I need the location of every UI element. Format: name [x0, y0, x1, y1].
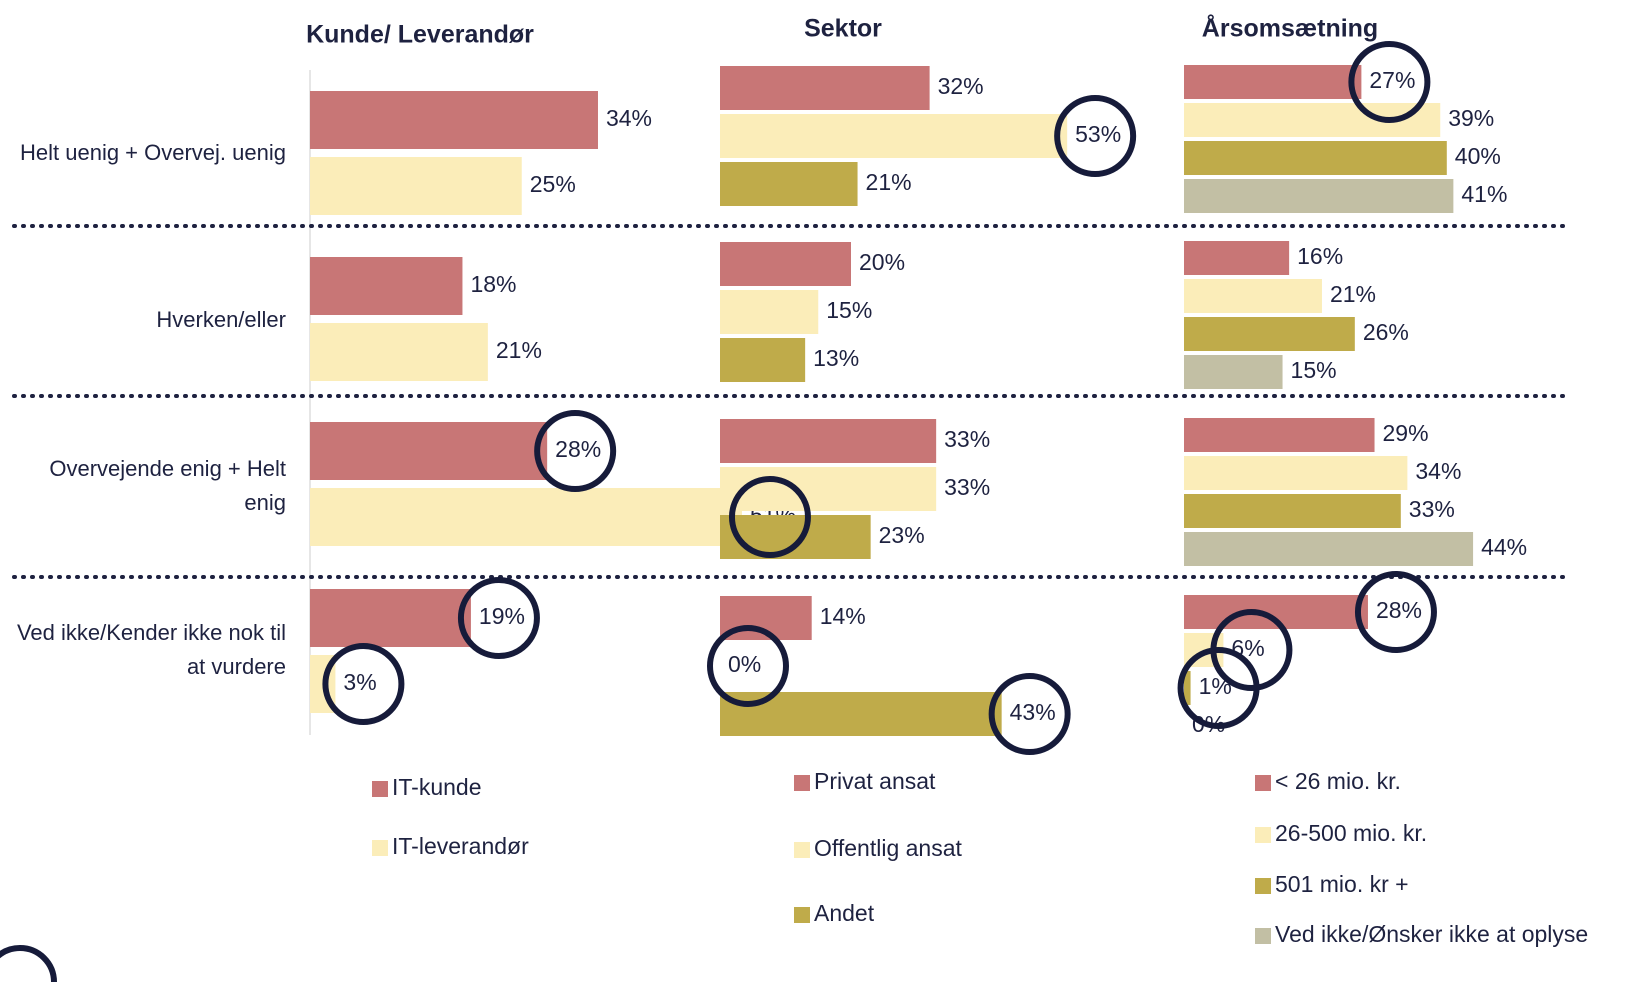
category-label: Ved ikke/Kender ikke nok til at vurdere	[16, 620, 286, 679]
bar	[1184, 279, 1322, 313]
value-label: 29%	[1383, 420, 1429, 446]
value-label: 15%	[1291, 357, 1337, 383]
bar	[1184, 418, 1375, 452]
value-label: 32%	[938, 73, 984, 99]
legend-label: 501 mio. kr +	[1275, 871, 1409, 897]
legend-swatch	[1255, 775, 1271, 791]
bar	[720, 290, 819, 334]
category-label: Overvejende enig + Helt enig	[49, 456, 286, 515]
highlight-circle	[1177, 647, 1260, 729]
highlight-circle	[1354, 571, 1437, 653]
legend-label: Andet	[814, 900, 875, 926]
bar	[1184, 241, 1290, 275]
highlight-circle	[1054, 95, 1137, 177]
value-label: 28%	[1376, 597, 1422, 623]
highlight-circle	[728, 476, 811, 558]
category-label: Helt uenig + Overvej. uenig	[20, 140, 286, 165]
bar	[720, 162, 858, 206]
value-label: 14%	[820, 603, 866, 629]
value-label: 23%	[879, 522, 925, 548]
value-label: 20%	[859, 249, 905, 275]
bar	[1184, 317, 1355, 351]
bar	[720, 114, 1068, 158]
panel-title: Årsomsætning	[1202, 14, 1378, 43]
highlight-circle	[457, 577, 540, 659]
value-label: 21%	[866, 169, 912, 195]
bar	[1184, 141, 1447, 175]
category-label: Hverken/eller	[156, 307, 286, 332]
bar	[310, 257, 463, 315]
legend-label: Offentlig ansat	[814, 835, 963, 861]
bar	[720, 419, 937, 463]
legend-swatch	[372, 840, 388, 856]
legend-label: < 26 mio. kr.	[1275, 768, 1401, 794]
value-label: 33%	[944, 426, 990, 452]
value-label: 34%	[1415, 458, 1461, 484]
value-label: 34%	[606, 105, 652, 131]
legend-label: 26-500 mio. kr.	[1275, 820, 1427, 846]
value-label: 21%	[1330, 281, 1376, 307]
legend-swatch	[794, 775, 810, 791]
bar	[720, 242, 851, 286]
bar	[310, 157, 522, 215]
bar	[310, 589, 471, 647]
value-label: 39%	[1448, 105, 1494, 131]
value-label: 43%	[1010, 699, 1056, 725]
value-label: 28%	[555, 436, 601, 462]
bar	[310, 422, 548, 480]
legend-label: Privat ansat	[814, 768, 936, 794]
bar	[720, 515, 871, 559]
legend-label: IT-kunde	[392, 774, 482, 800]
value-label: 44%	[1481, 534, 1527, 560]
highlight-circle	[988, 673, 1071, 755]
bar	[1184, 532, 1474, 566]
value-label: 0%	[728, 651, 761, 677]
separators	[12, 224, 1568, 579]
value-label: 33%	[944, 474, 990, 500]
value-label: 16%	[1297, 243, 1343, 269]
bar	[720, 66, 930, 110]
highlight-circle	[322, 643, 405, 725]
legend-swatch	[372, 781, 388, 797]
highlight-circle	[534, 410, 617, 492]
highlight-circle	[1348, 41, 1431, 123]
bar	[310, 91, 598, 149]
bar	[310, 488, 742, 546]
bar	[1184, 456, 1408, 490]
value-label: 33%	[1409, 496, 1455, 522]
value-label: 26%	[1363, 319, 1409, 345]
bar	[1184, 179, 1454, 213]
bar	[1184, 671, 1191, 705]
legend-swatch	[1255, 827, 1271, 843]
legend-swatch	[794, 907, 810, 923]
panel-title: Sektor	[804, 15, 882, 43]
bar	[720, 338, 806, 382]
legend-swatch	[1255, 928, 1271, 944]
bar	[1184, 355, 1283, 389]
decor-circle	[0, 945, 57, 982]
value-label: 21%	[496, 337, 542, 363]
value-label: 13%	[813, 345, 859, 371]
value-label: 41%	[1461, 181, 1507, 207]
highlight-circle	[707, 625, 789, 707]
value-label: 19%	[479, 603, 525, 629]
bar	[1184, 65, 1362, 99]
value-label: 25%	[530, 171, 576, 197]
bar	[1184, 494, 1401, 528]
value-label: 3%	[343, 669, 376, 695]
legend-label: Ved ikke/Ønsker ikke at oplyse	[1275, 921, 1588, 947]
value-label: 15%	[826, 297, 872, 323]
value-label: 53%	[1075, 121, 1121, 147]
bar	[310, 323, 488, 381]
panel-title: Kunde/ Leverandør	[306, 21, 534, 49]
legend-label: IT-leverandør	[392, 833, 529, 859]
value-label: 18%	[470, 271, 516, 297]
legend-swatch	[1255, 878, 1271, 894]
value-label: 27%	[1369, 67, 1415, 93]
bar	[720, 467, 937, 511]
value-label: 40%	[1455, 143, 1501, 169]
legend-swatch	[794, 842, 810, 858]
